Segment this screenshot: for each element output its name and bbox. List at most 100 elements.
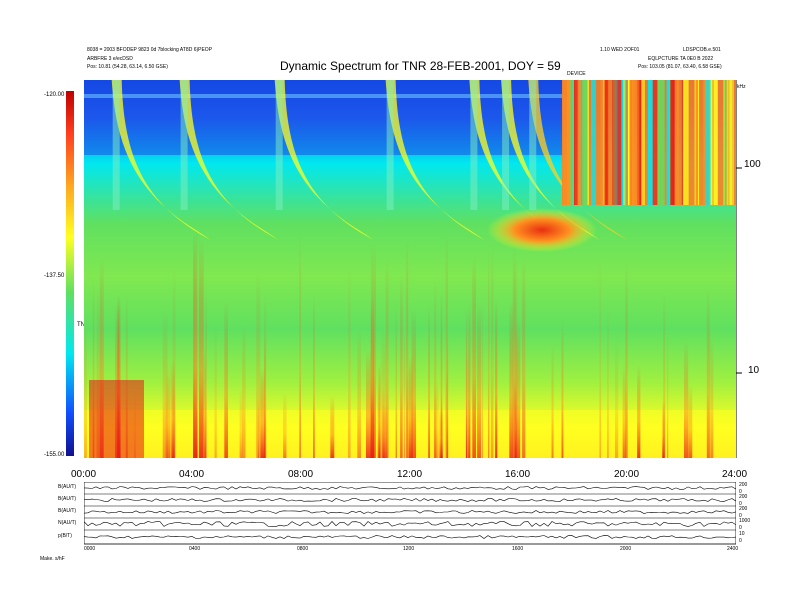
noise-col-21 [562, 80, 569, 205]
noise-col-59 [582, 80, 588, 205]
burst-stem-6 [529, 80, 537, 210]
noise-col-29 [567, 80, 571, 205]
panel-trace-3 [84, 510, 736, 514]
panel-label-1: B(AU/T) [58, 484, 77, 490]
streak-30 [406, 239, 409, 458]
streak-11 [239, 389, 243, 458]
panel-x-tick-1: 0400 [189, 546, 201, 552]
streak-layer [84, 230, 714, 458]
panel4-tick-top: 1000 [739, 518, 751, 524]
streak-40 [428, 305, 430, 458]
streak-77 [615, 340, 619, 458]
burst-5 [501, 80, 601, 240]
header-right-line1a: 1.10 WED 2OF01 [600, 47, 640, 53]
noise-col-10 [579, 80, 583, 205]
streak-55 [667, 332, 669, 458]
interference-line [84, 94, 564, 98]
noise-col-17 [709, 80, 713, 205]
streak-33 [490, 245, 494, 458]
noise-col-44 [587, 80, 589, 205]
noise-col-48 [704, 80, 711, 205]
streak-84 [193, 230, 198, 458]
streak-18 [260, 368, 265, 458]
burst-layer [111, 80, 628, 240]
noise-col-7 [666, 80, 670, 205]
noise-col-38 [620, 80, 626, 205]
streak-51 [709, 322, 711, 458]
parameter-panels [84, 482, 736, 545]
streak-5 [198, 239, 204, 458]
burst-6 [528, 80, 628, 240]
streak-17 [256, 272, 261, 458]
header-right-line2: EQLPCTURE TA 0E0 B 2022 [648, 56, 714, 62]
device-mark: DEVICE [567, 71, 586, 77]
footer-note: Make. s/hF [40, 556, 65, 562]
noise-col-36 [723, 80, 725, 205]
streak-49 [513, 257, 518, 458]
burst-stem-3 [386, 80, 394, 210]
burst-stem-1 [180, 80, 188, 210]
streak-19 [688, 384, 693, 458]
noise-col-58 [578, 80, 581, 205]
noise-col-18 [590, 80, 596, 205]
streak-87 [495, 296, 498, 458]
streak-7 [357, 329, 361, 458]
header-right-line1b: LDSPCOB.e.501 [683, 47, 721, 53]
early-emission-patch [89, 380, 144, 458]
streak-22 [257, 402, 259, 458]
header-info-line1: 8038 = 2003 BFODEP 9823 0d 7blocking AT8… [87, 47, 213, 53]
streak-9 [440, 289, 443, 458]
streak-4 [522, 258, 526, 458]
panel2-tick-bottom: 0 [739, 501, 742, 507]
streak-34 [395, 304, 397, 458]
panel-x-tick-5: 2000 [620, 546, 632, 552]
streak-69 [711, 339, 714, 458]
burst-0 [111, 80, 211, 240]
header-right-position: Pos: 103.05 (81.07, 63.40, 6.58 GSE) [638, 64, 722, 70]
panel-x-tick-0: 0000 [84, 546, 96, 552]
burst-stem-0 [112, 80, 120, 210]
streak-46 [509, 300, 514, 458]
panel-x-tick-3: 1200 [403, 546, 415, 552]
panel5-tick-bottom: 0 [739, 538, 742, 544]
panel-x-tick-2: 0800 [297, 546, 309, 552]
streak-45 [371, 243, 376, 458]
x-tick-0000: 00:00 [71, 469, 97, 480]
panel-x-tick-6: 2400 [727, 546, 739, 552]
noise-col-43 [623, 80, 626, 205]
streak-56 [400, 275, 403, 458]
streak-32 [599, 254, 602, 458]
low-intensity-band [84, 80, 564, 155]
streak-31 [125, 294, 128, 458]
noise-col-53 [659, 80, 665, 205]
streak-43 [408, 356, 413, 458]
streak-58 [381, 329, 387, 458]
streak-73 [330, 396, 335, 458]
x-tick-1600: 16:00 [505, 469, 531, 480]
burst-stem-5 [502, 80, 510, 210]
streak-47 [411, 309, 416, 458]
noise-col-46 [574, 80, 576, 205]
streak-80 [466, 349, 470, 458]
streak-74 [377, 385, 381, 458]
streak-62 [561, 318, 564, 458]
noise-col-39 [657, 80, 660, 205]
streak-15 [706, 288, 710, 458]
noise-col-41 [569, 80, 575, 205]
noise-col-51 [670, 80, 675, 205]
noise-col-14 [634, 80, 640, 205]
panel-label-4: N(AU/T) [58, 520, 77, 526]
noise-col-30 [723, 80, 726, 205]
noise-col-54 [629, 80, 635, 205]
x-tick-1200: 12:00 [397, 469, 423, 480]
streak-75 [663, 292, 666, 458]
y-tick-100: 100 [744, 159, 761, 170]
header-left-position: Pos: 10.81 (54.28, 63.14, 6.50 GSE) [87, 64, 168, 70]
streak-36 [551, 345, 554, 458]
burst-stem-2 [275, 80, 283, 210]
noise-col-57 [695, 80, 698, 205]
streak-72 [481, 299, 484, 458]
noise-col-1 [651, 80, 658, 205]
noise-col-47 [617, 80, 622, 205]
panel1-tick-top: 200 [739, 482, 748, 488]
